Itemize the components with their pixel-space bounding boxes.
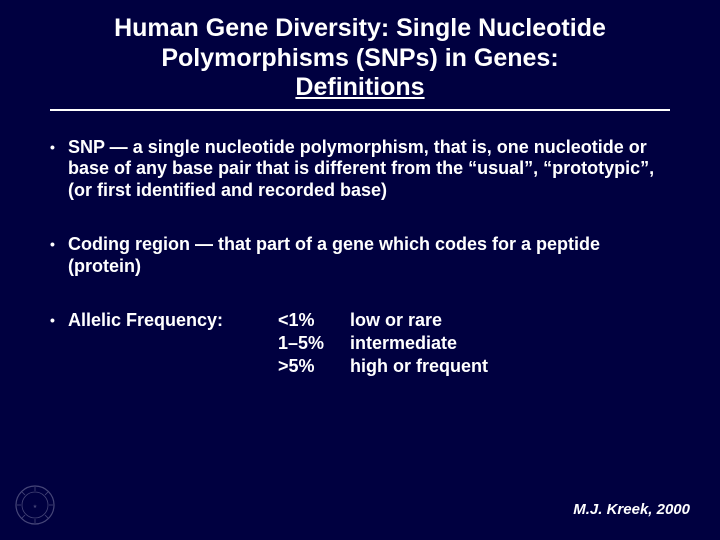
bullet-text: Coding region — that part of a gene whic… [68,234,670,278]
title-line-3: Definitions [295,73,424,101]
svg-text:★: ★ [33,504,38,510]
slide: Human Gene Diversity: Single Nucleotide … [0,0,720,540]
title-line-1: Human Gene Diversity: Single Nucleotide [114,14,606,42]
frequency-row: Allelic Frequency: <1% low or rare 1–5% … [68,310,670,379]
frequency-table: <1% low or rare 1–5% intermediate >5% hi… [278,310,670,379]
bullet-marker: • [50,310,68,379]
bullet-marker: • [50,137,68,203]
bullet-item-frequency: • Allelic Frequency: <1% low or rare 1–5… [50,310,670,379]
title-rule [50,109,670,111]
seal-icon: ★ [14,484,56,526]
frequency-desc: intermediate [350,333,457,355]
frequency-pct: >5% [278,356,350,378]
frequency-desc: high or frequent [350,356,488,378]
bullet-marker: • [50,234,68,278]
frequency-pct: 1–5% [278,333,350,355]
bullet-item: • Coding region — that part of a gene wh… [50,234,670,278]
credit-text: M.J. Kreek, 2000 [573,501,690,518]
bullet-item: • SNP — a single nucleotide polymorphism… [50,137,670,203]
bullet-list: • SNP — a single nucleotide polymorphism… [50,137,670,380]
slide-title: Human Gene Diversity: Single Nucleotide … [50,14,670,107]
frequency-pct: <1% [278,310,350,332]
frequency-line: >5% high or frequent [278,356,670,378]
frequency-label: Allelic Frequency: [68,310,278,379]
frequency-line: 1–5% intermediate [278,333,670,355]
frequency-desc: low or rare [350,310,442,332]
title-line-2: Polymorphisms (SNPs) in Genes: [161,44,558,72]
bullet-text: SNP — a single nucleotide polymorphism, … [68,137,670,203]
frequency-line: <1% low or rare [278,310,670,332]
